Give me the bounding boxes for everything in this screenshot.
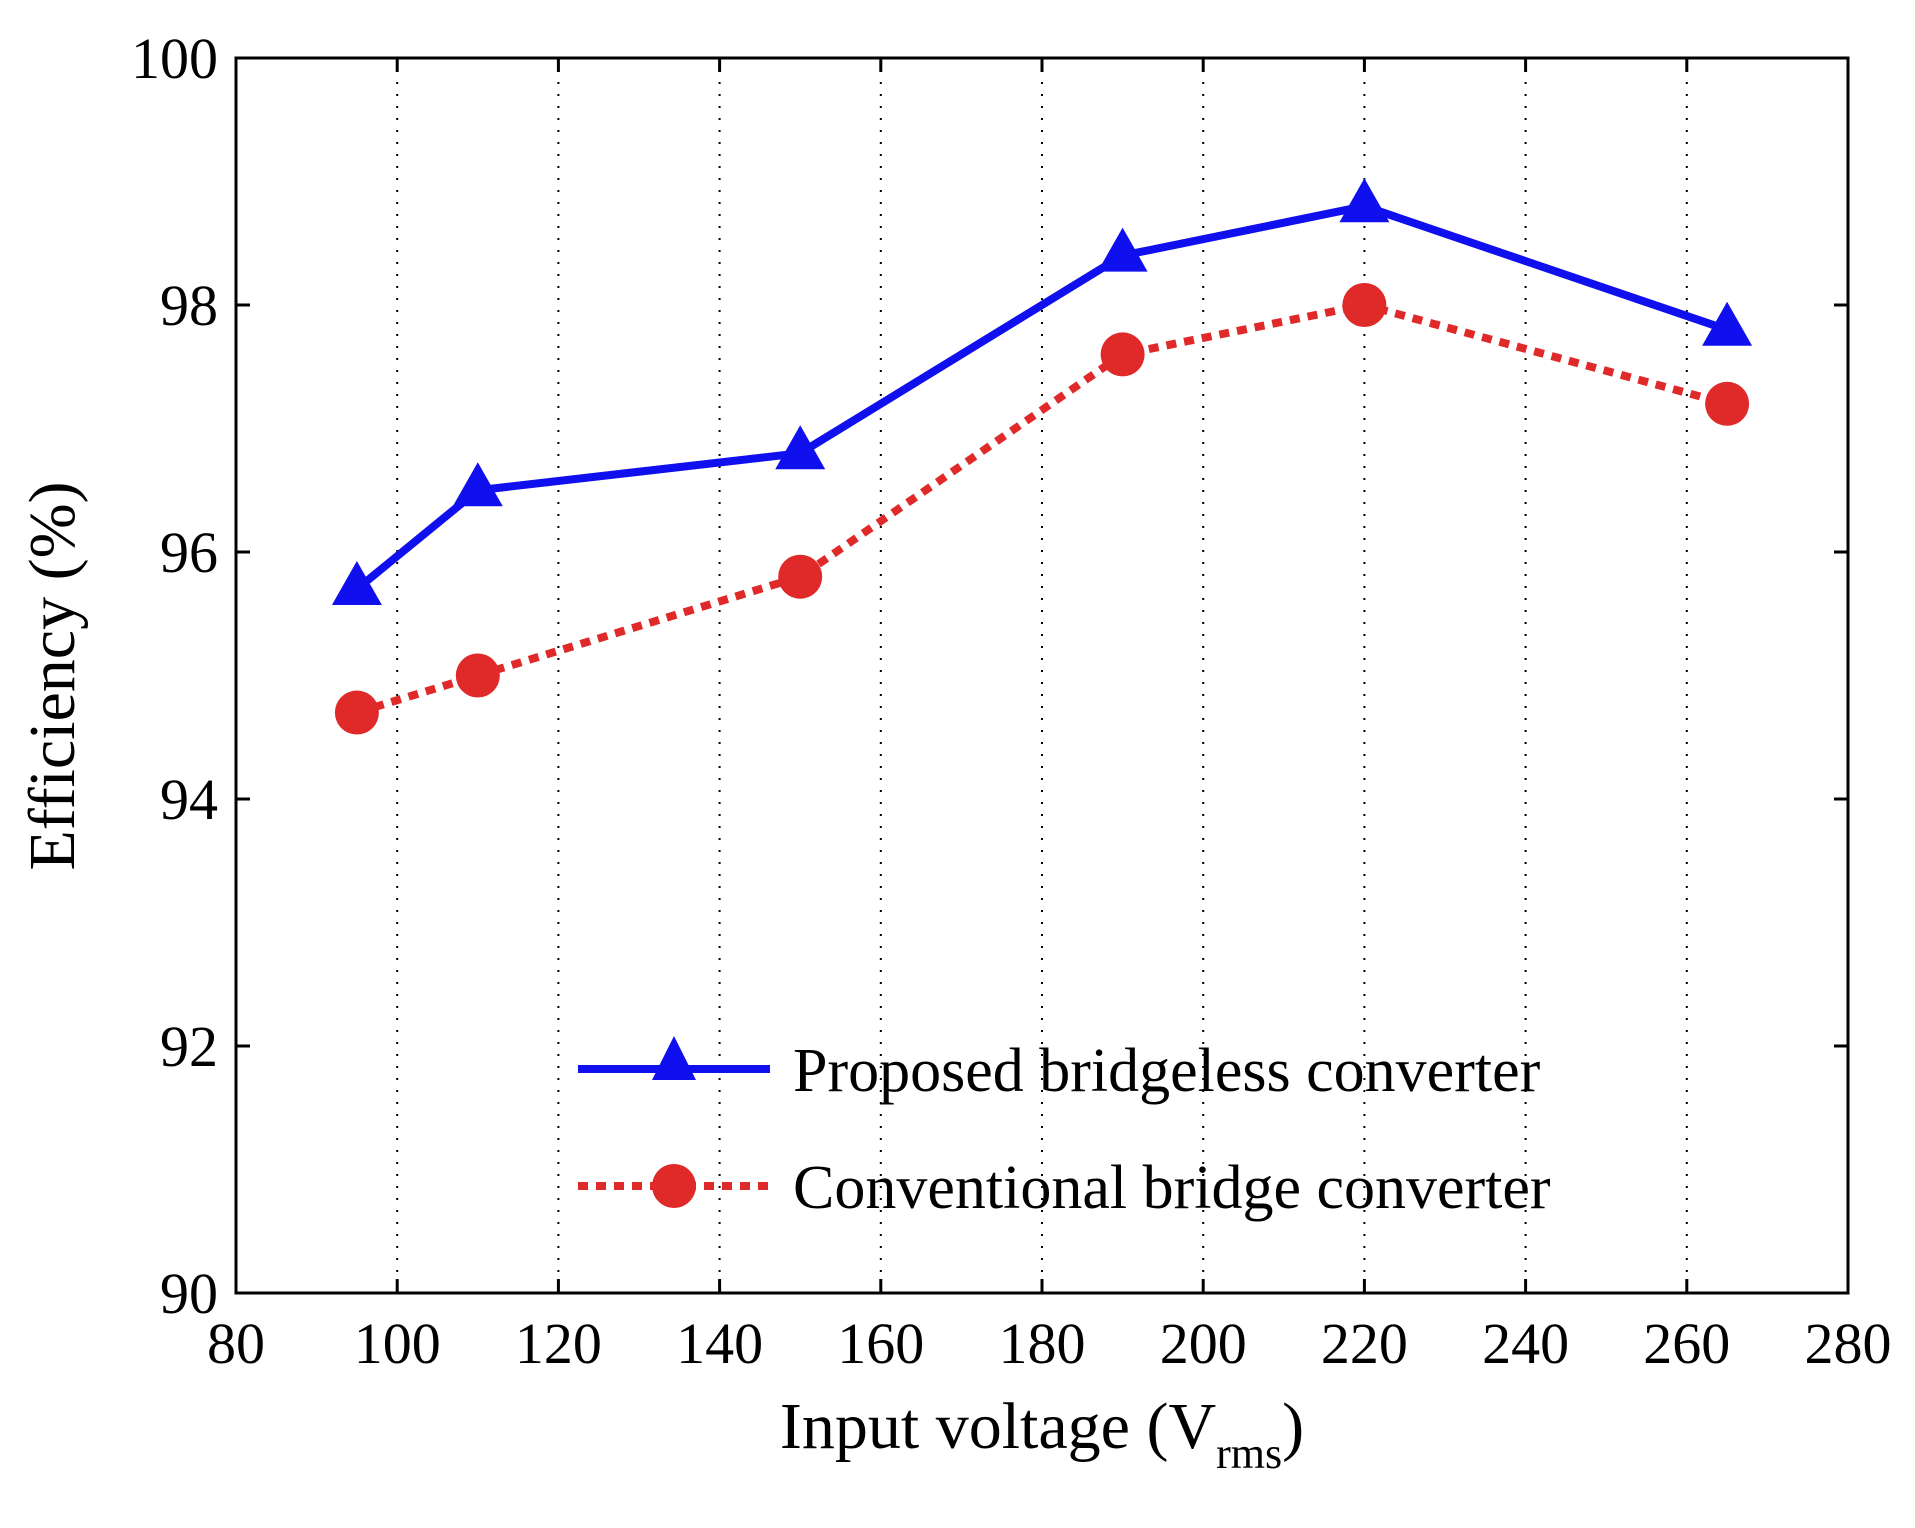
data-point-triangle: [1339, 178, 1390, 223]
series-line-1: [355, 301, 1729, 717]
legend: Proposed bridgeless converter Convention…: [578, 1036, 1551, 1222]
x-tick-label-260: 260: [1643, 1311, 1730, 1376]
legend-label-proposed: Proposed bridgeless converter: [793, 1037, 1541, 1105]
data-point-triangle: [452, 462, 503, 507]
legend-marker-triangle: [652, 1036, 696, 1080]
data-point-triangle: [1097, 227, 1148, 272]
x-tick-label-80: 80: [207, 1311, 265, 1376]
series-layer: [331, 178, 1753, 735]
y-axis-title: Efficiency (%): [16, 481, 89, 870]
x-tick-label-160: 160: [837, 1311, 924, 1376]
data-point-circle: [1342, 283, 1387, 327]
legend-marker-circle: [652, 1164, 696, 1208]
data-point-triangle: [775, 425, 826, 470]
x-tick-label-180: 180: [999, 1311, 1086, 1376]
x-tick-label-280: 280: [1805, 1311, 1892, 1376]
data-point-circle: [1100, 332, 1145, 377]
y-tick-label-94: 94: [160, 767, 218, 832]
data-point-circle: [778, 554, 823, 599]
legend-label-conventional: Conventional bridge converter: [793, 1154, 1551, 1222]
x-tick-label-140: 140: [676, 1311, 763, 1376]
y-tick-label-100: 100: [131, 26, 218, 91]
data-point-circle: [1705, 381, 1750, 426]
y-tick-label-98: 98: [160, 273, 218, 338]
x-tick-label-100: 100: [354, 1311, 441, 1376]
x-tick-label-120: 120: [515, 1311, 602, 1376]
x-tick-label-240: 240: [1482, 1311, 1569, 1376]
y-tick-label-90: 90: [160, 1261, 218, 1326]
series-line-0: [354, 202, 1729, 593]
y-tick-label-96: 96: [160, 520, 218, 585]
x-tick-label-200: 200: [1160, 1311, 1247, 1376]
data-point-circle: [334, 690, 379, 735]
data-point-circle: [455, 653, 500, 698]
y-tick-label-92: 92: [160, 1014, 218, 1079]
data-point-triangle: [331, 561, 382, 606]
axis-ticks: 80 100 120 140 160 180 200 220 240 260 280 90 92 94 96…: [131, 26, 1892, 1376]
data-point-triangle: [1702, 301, 1753, 346]
x-tick-label-220: 220: [1321, 1311, 1408, 1376]
grid-lines: [396, 58, 1688, 1293]
x-axis-title: Input voltage (Vrms): [780, 1390, 1304, 1478]
